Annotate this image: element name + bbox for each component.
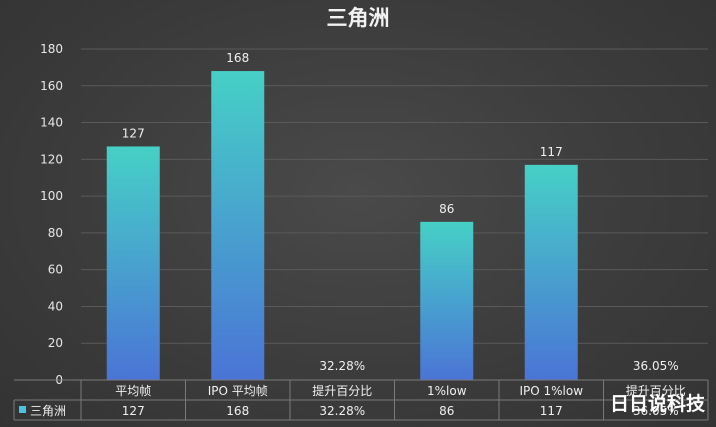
y-tick-label: 80	[48, 226, 63, 240]
y-tick-label: 160	[40, 79, 63, 93]
table-cell: 32.28%	[319, 404, 365, 418]
data-label: 117	[540, 145, 563, 159]
y-tick-label: 180	[40, 42, 63, 56]
bars	[106, 71, 578, 381]
gridlines	[81, 48, 708, 344]
legend-label: 三角洲	[30, 404, 66, 418]
y-tick-label: 120	[40, 152, 63, 166]
y-tick-label: 60	[48, 263, 63, 277]
bar	[524, 164, 578, 380]
y-tick-label: 140	[40, 116, 63, 130]
x-tick-label: 提升百分比	[312, 383, 372, 398]
watermark: 日日说科技	[610, 392, 706, 415]
y-tick-label: 20	[48, 336, 63, 350]
table-cell: 117	[540, 404, 563, 418]
data-table: 平均帧 127 IPO 平均帧 168 提升百分比 32.28% 1%low 86 IPO 1%…	[13, 379, 709, 421]
chart-title: 三角洲	[327, 6, 390, 30]
table-cell: 86	[439, 404, 454, 418]
x-tick-label: IPO 1%low	[519, 384, 583, 398]
bar	[420, 221, 474, 380]
data-label: 168	[226, 51, 249, 65]
table-cell: 168	[226, 404, 249, 418]
x-tick-label: 平均帧	[115, 384, 151, 398]
x-tick-label: 提升百分比	[626, 383, 686, 398]
x-tick-label: IPO 平均帧	[208, 384, 268, 398]
data-label: 32.28%	[319, 359, 365, 373]
table-cell: 36.05%	[633, 404, 679, 418]
data-label: 36.05%	[633, 359, 679, 373]
x-tick-label: 1%low	[427, 384, 467, 398]
y-tick-label: 40	[48, 299, 63, 313]
data-label: 86	[439, 202, 454, 216]
table-cell: 127	[122, 404, 145, 418]
bar	[211, 71, 265, 381]
bar	[106, 146, 160, 380]
data-label: 127	[122, 126, 145, 140]
legend-key	[19, 406, 26, 413]
y-tick-label: 100	[40, 189, 63, 203]
data-labels: 127 168 32.28% 86 117 36.05%	[122, 51, 679, 373]
